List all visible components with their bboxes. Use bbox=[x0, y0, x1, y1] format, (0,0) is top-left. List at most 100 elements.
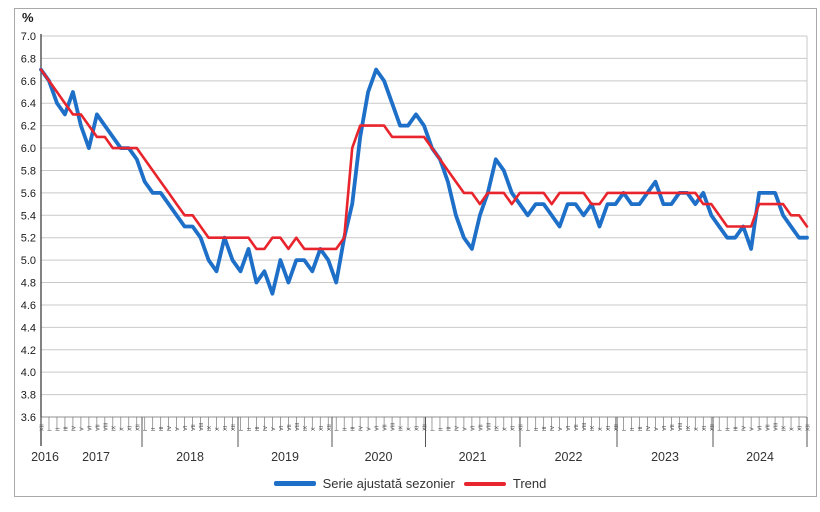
month-label: X bbox=[598, 427, 604, 431]
month-label: X bbox=[694, 427, 700, 431]
year-label: 2023 bbox=[651, 450, 679, 464]
month-label: IV bbox=[167, 425, 173, 431]
month-label: I bbox=[718, 429, 724, 431]
month-label: I bbox=[622, 429, 628, 431]
month-label: III bbox=[542, 426, 548, 431]
y-tick-label: 4.8 bbox=[21, 278, 36, 290]
y-tick-label: 6.2 bbox=[21, 121, 36, 133]
legend-line-red-icon bbox=[463, 481, 506, 486]
month-label: V bbox=[750, 427, 756, 431]
legend-item-trend: Trend bbox=[463, 476, 547, 491]
month-label: IV bbox=[263, 425, 269, 431]
month-label: IV bbox=[646, 425, 652, 431]
y-tick-label: 6.4 bbox=[21, 98, 36, 110]
month-label: VIII bbox=[199, 422, 205, 431]
month-label: VI bbox=[375, 425, 381, 431]
y-tick-label: 5.2 bbox=[21, 233, 36, 245]
month-label: III bbox=[63, 426, 69, 431]
month-label: VII bbox=[191, 424, 197, 431]
month-label: IX bbox=[303, 425, 309, 431]
year-label: 2016 bbox=[31, 450, 59, 464]
month-label: XI bbox=[415, 425, 421, 431]
legend-item-seasonally-adjusted: Serie ajustată sezonier bbox=[273, 476, 455, 491]
month-label: VIII bbox=[103, 422, 109, 431]
year-label: 2020 bbox=[365, 450, 393, 464]
month-label: XII bbox=[518, 424, 524, 431]
month-label: III bbox=[446, 426, 452, 431]
month-label: III bbox=[734, 426, 740, 431]
month-label: VIII bbox=[295, 422, 301, 431]
month-label: IX bbox=[111, 425, 117, 431]
year-label: 2022 bbox=[555, 450, 583, 464]
y-axis-labels: 7.0 6.8 6.6 6.4 6.2 6.0 5.8 5.6 5.4 5.2 5.0 4.8 4.6 4… bbox=[21, 31, 36, 424]
y-tick-label: 5.0 bbox=[21, 255, 36, 267]
month-label: VII bbox=[95, 424, 101, 431]
month-label: V bbox=[558, 427, 564, 431]
month-label: IX bbox=[399, 425, 405, 431]
month-label: VIII bbox=[678, 422, 684, 431]
month-label: V bbox=[462, 427, 468, 431]
month-label: IX bbox=[494, 425, 500, 431]
month-label: XI bbox=[606, 425, 612, 431]
month-label: X bbox=[119, 427, 125, 431]
month-label: V bbox=[654, 427, 660, 431]
month-label: IV bbox=[454, 425, 460, 431]
year-ticks bbox=[141, 417, 808, 447]
figure-border bbox=[14, 8, 817, 497]
month-label: IX bbox=[207, 425, 213, 431]
month-label: IV bbox=[71, 425, 77, 431]
month-label: I bbox=[239, 429, 245, 431]
y-tick-label: 5.6 bbox=[21, 188, 36, 200]
y-tick-label: 4.4 bbox=[21, 322, 36, 334]
month-label: VII bbox=[766, 424, 772, 431]
month-label: XII bbox=[327, 424, 333, 431]
month-label: II bbox=[534, 427, 540, 431]
month-label: XII bbox=[806, 424, 812, 431]
series-line-trend bbox=[39, 68, 809, 251]
month-label: I bbox=[526, 429, 532, 431]
month-label: IV bbox=[359, 425, 365, 431]
month-label: VIII bbox=[486, 422, 492, 431]
month-label: II bbox=[630, 427, 636, 431]
month-label: VIII bbox=[391, 422, 397, 431]
month-label: VI bbox=[470, 425, 476, 431]
month-label: II bbox=[247, 427, 253, 431]
y-tick-label: 6.6 bbox=[21, 76, 36, 88]
month-label: I bbox=[143, 429, 149, 431]
y-tick-label: 6.0 bbox=[21, 143, 36, 155]
y-tick-label: 3.6 bbox=[21, 412, 36, 424]
y-tick-label: 4.0 bbox=[21, 367, 36, 379]
month-label: VII bbox=[574, 424, 580, 431]
month-label: II bbox=[55, 427, 61, 431]
month-label: I bbox=[335, 429, 341, 431]
month-label: VIII bbox=[774, 422, 780, 431]
month-label: IX bbox=[590, 425, 596, 431]
month-label: I bbox=[430, 429, 436, 431]
month-label: IV bbox=[742, 425, 748, 431]
month-label: V bbox=[271, 427, 277, 431]
month-label: XI bbox=[702, 425, 708, 431]
month-label: VII bbox=[287, 424, 293, 431]
month-label: V bbox=[79, 427, 85, 431]
month-label: X bbox=[790, 427, 796, 431]
legend-label-trend: Trend bbox=[512, 476, 547, 491]
month-label: XI bbox=[510, 425, 516, 431]
month-label: VI bbox=[87, 425, 93, 431]
month-label: XII bbox=[40, 424, 46, 431]
month-label: VI bbox=[758, 425, 764, 431]
month-label: III bbox=[638, 426, 644, 431]
month-label: IX bbox=[686, 425, 692, 431]
month-ticks bbox=[40, 417, 808, 430]
year-labels: 2016 2017 2018 2019 2020 2021 2022 2023 2024 bbox=[31, 450, 774, 464]
month-label: XI bbox=[319, 425, 325, 431]
month-label: VII bbox=[478, 424, 484, 431]
month-label: VI bbox=[279, 425, 285, 431]
year-label: 2017 bbox=[82, 450, 110, 464]
year-label: 2019 bbox=[271, 450, 299, 464]
gridlines bbox=[41, 35, 808, 418]
month-label: VII bbox=[383, 424, 389, 431]
month-label: VI bbox=[566, 425, 572, 431]
year-label: 2024 bbox=[746, 450, 774, 464]
y-tick-label: 3.8 bbox=[21, 390, 36, 402]
